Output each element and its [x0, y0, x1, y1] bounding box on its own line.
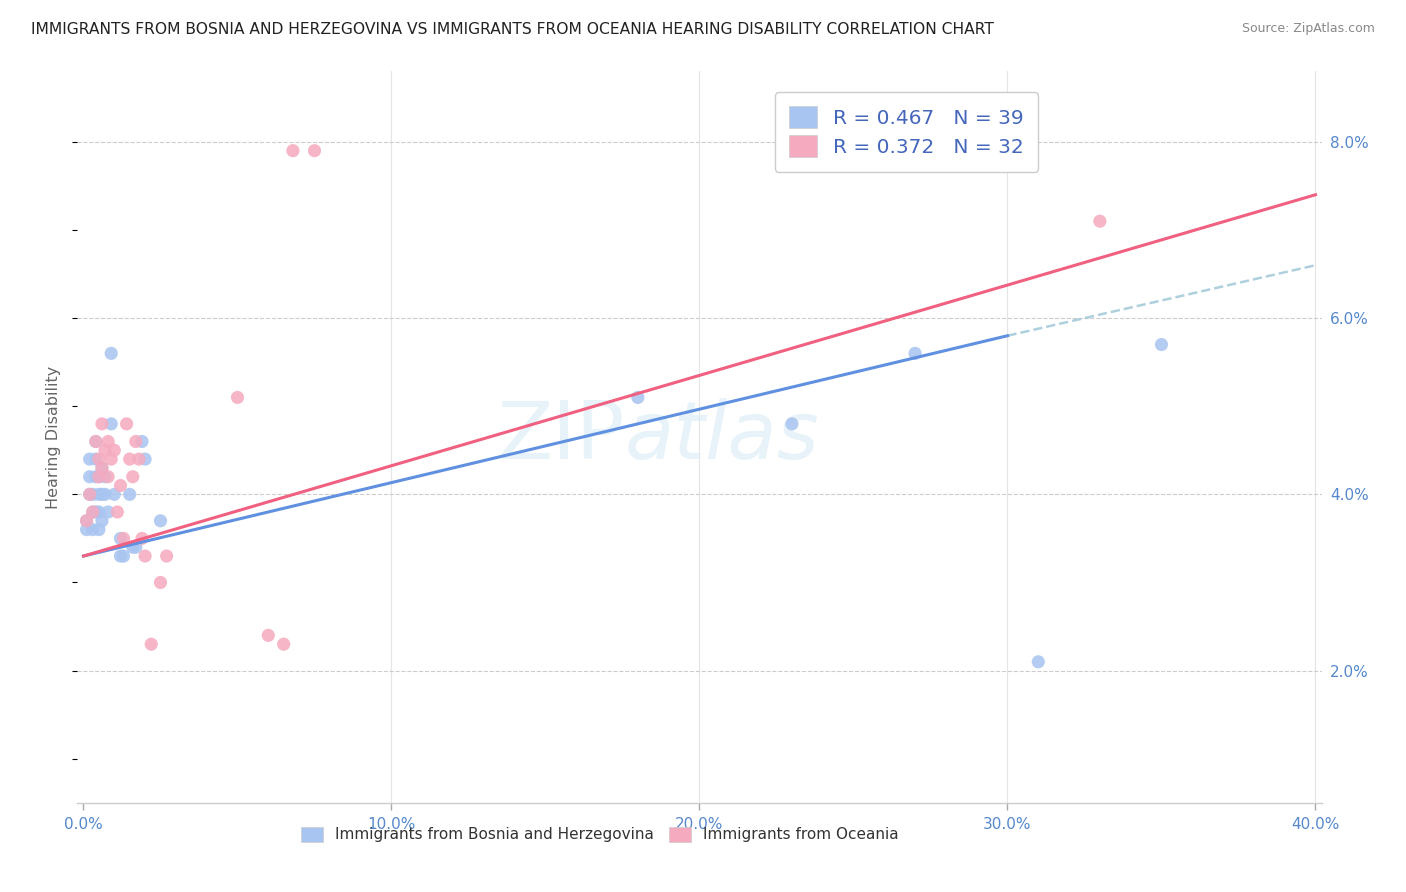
Point — [82, 505, 104, 519]
Point — [100, 452, 122, 467]
Point — [84, 505, 107, 519]
Point — [149, 575, 172, 590]
Point — [79, 487, 101, 501]
Point — [103, 443, 125, 458]
Point — [79, 487, 101, 501]
Text: IMMIGRANTS FROM BOSNIA AND HERZEGOVINA VS IMMIGRANTS FROM OCEANIA HEARING DISABI: IMMIGRANTS FROM BOSNIA AND HERZEGOVINA V… — [31, 22, 994, 37]
Point — [91, 487, 114, 501]
Point — [1150, 337, 1173, 351]
Point — [84, 434, 107, 449]
Point — [94, 469, 117, 483]
Point — [79, 452, 101, 467]
Point — [76, 514, 98, 528]
Point — [84, 452, 107, 467]
Point — [79, 469, 101, 483]
Point — [121, 540, 143, 554]
Point — [91, 461, 114, 475]
Point — [118, 452, 141, 467]
Point — [97, 469, 120, 483]
Y-axis label: Hearing Disability: Hearing Disability — [46, 366, 62, 508]
Point — [82, 523, 104, 537]
Point — [110, 549, 132, 563]
Point — [105, 505, 128, 519]
Point — [94, 443, 117, 458]
Point — [87, 452, 110, 467]
Point — [100, 417, 122, 431]
Point — [304, 144, 326, 158]
Point — [121, 469, 143, 483]
Text: atlas: atlas — [624, 398, 820, 476]
Point — [91, 514, 114, 528]
Point — [110, 532, 132, 546]
Point — [125, 434, 148, 449]
Point — [131, 532, 153, 546]
Point — [84, 434, 107, 449]
Point — [82, 487, 104, 501]
Text: ZIP: ZIP — [498, 398, 624, 476]
Point — [97, 434, 120, 449]
Point — [141, 637, 163, 651]
Point — [128, 452, 150, 467]
Point — [110, 478, 132, 492]
Point — [273, 637, 295, 651]
Point — [115, 417, 138, 431]
Point — [156, 549, 179, 563]
Point — [112, 532, 135, 546]
Point — [125, 540, 148, 554]
Point — [131, 434, 153, 449]
Point — [91, 417, 114, 431]
Point — [257, 628, 280, 642]
Point — [1088, 214, 1111, 228]
Point — [226, 391, 249, 405]
Point — [118, 487, 141, 501]
Point — [100, 346, 122, 360]
Point — [281, 144, 304, 158]
Point — [87, 487, 110, 501]
Point — [91, 461, 114, 475]
Point — [103, 487, 125, 501]
Point — [780, 417, 803, 431]
Point — [134, 549, 156, 563]
Point — [149, 514, 172, 528]
Point — [94, 487, 117, 501]
Legend: Immigrants from Bosnia and Herzegovina, Immigrants from Oceania: Immigrants from Bosnia and Herzegovina, … — [294, 819, 905, 850]
Point — [76, 514, 98, 528]
Point — [1026, 655, 1049, 669]
Point — [87, 469, 110, 483]
Point — [87, 523, 110, 537]
Text: Source: ZipAtlas.com: Source: ZipAtlas.com — [1241, 22, 1375, 36]
Point — [904, 346, 927, 360]
Point — [112, 549, 135, 563]
Point — [87, 505, 110, 519]
Point — [82, 505, 104, 519]
Point — [134, 452, 156, 467]
Point — [627, 391, 650, 405]
Point — [87, 469, 110, 483]
Point — [84, 469, 107, 483]
Point — [76, 523, 98, 537]
Point — [97, 505, 120, 519]
